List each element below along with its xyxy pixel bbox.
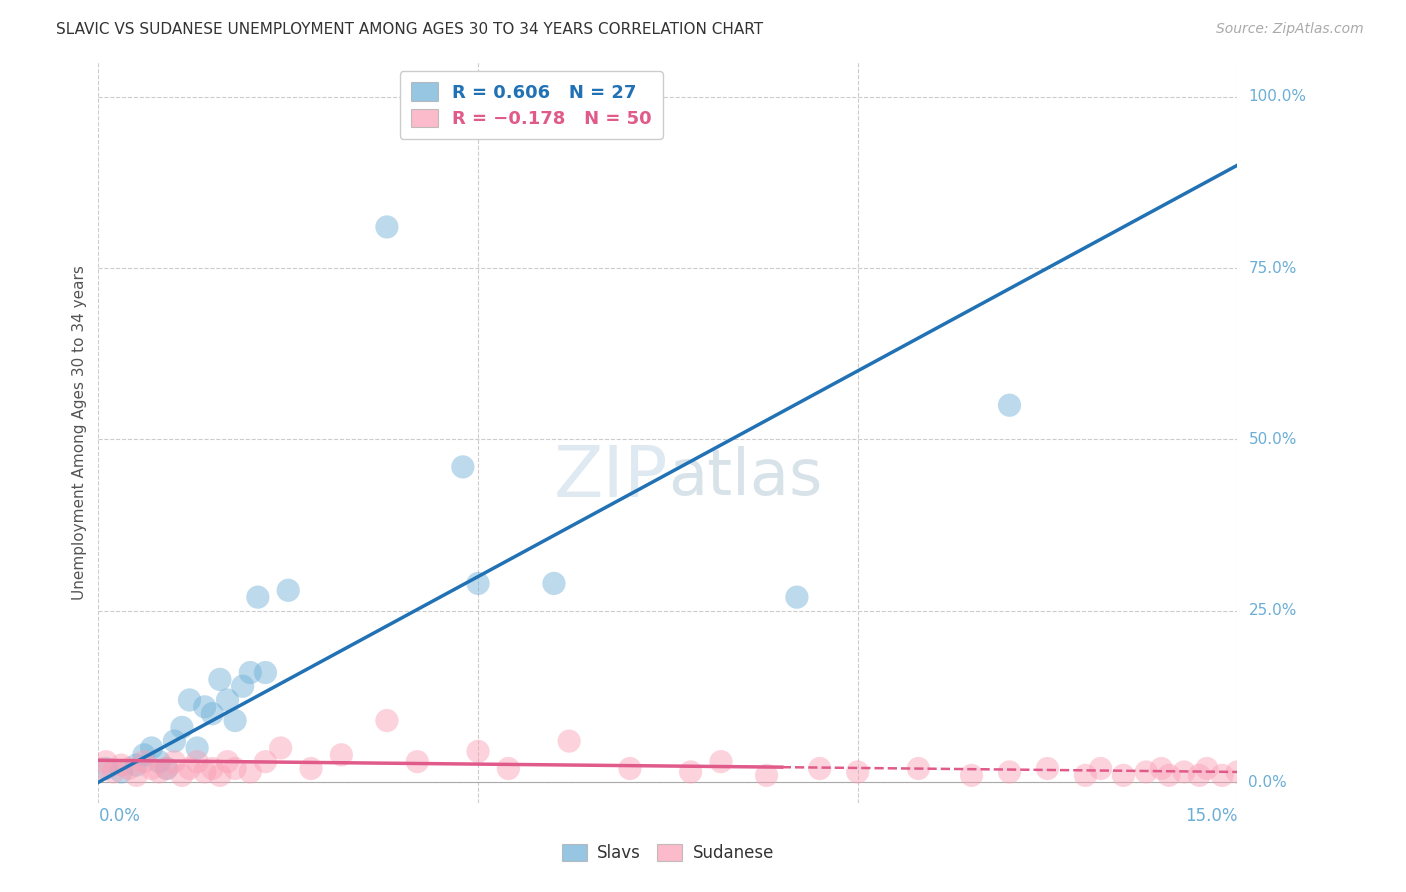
Point [179,693,201,707]
Point [1090,762,1112,776]
Point [808,762,831,776]
Point [132,755,155,769]
Point [498,762,520,776]
Point [239,665,262,680]
Point [132,747,155,762]
Point [960,768,983,782]
Text: 25.0%: 25.0% [1249,603,1296,618]
Point [224,762,246,776]
Point [277,583,299,598]
Point [679,764,702,779]
Point [467,744,489,758]
Point [998,398,1021,412]
Point [170,768,193,782]
Point [1226,764,1249,779]
Point [1173,764,1195,779]
Point [254,665,277,680]
Point [232,679,254,693]
Point [224,714,246,728]
Point [270,741,292,756]
Point [710,755,733,769]
Text: 100.0%: 100.0% [1249,89,1306,104]
Text: Source: ZipAtlas.com: Source: ZipAtlas.com [1216,22,1364,37]
Point [299,762,322,776]
Point [1150,762,1173,776]
Point [118,762,141,776]
Point [375,219,398,234]
Point [375,714,398,728]
Text: ZIP: ZIP [554,442,668,511]
Point [619,762,641,776]
Point [194,699,217,714]
Point [170,720,193,734]
Point [1036,762,1059,776]
Point [201,706,224,721]
Point [998,764,1021,779]
Point [907,762,929,776]
Point [217,693,239,707]
Point [208,768,231,782]
Point [125,768,148,782]
Point [1135,764,1157,779]
Point [1112,768,1135,782]
Point [201,762,224,776]
Point [406,755,429,769]
Point [467,576,489,591]
Point [87,762,110,776]
Text: atlas: atlas [668,446,823,508]
Legend: Slavs, Sudanese: Slavs, Sudanese [555,837,780,869]
Text: 75.0%: 75.0% [1249,260,1296,276]
Point [163,734,186,748]
Point [239,764,262,779]
Point [103,764,125,779]
Point [1188,768,1211,782]
Text: 15.0%: 15.0% [1185,807,1237,825]
Point [94,762,117,776]
Text: SLAVIC VS SUDANESE UNEMPLOYMENT AMONG AGES 30 TO 34 YEARS CORRELATION CHART: SLAVIC VS SUDANESE UNEMPLOYMENT AMONG AG… [56,22,763,37]
Point [186,741,208,756]
Point [246,590,269,604]
Point [194,764,217,779]
Y-axis label: Unemployment Among Ages 30 to 34 years: Unemployment Among Ages 30 to 34 years [72,265,87,600]
Point [330,747,353,762]
Point [110,758,132,772]
Point [254,755,277,769]
Point [110,764,132,779]
Point [1195,762,1218,776]
Point [163,755,186,769]
Text: 0.0%: 0.0% [1249,775,1286,789]
Point [1074,768,1097,782]
Point [543,576,565,591]
Point [156,762,179,776]
Point [141,762,163,776]
Text: 0.0%: 0.0% [98,807,141,825]
Point [786,590,808,604]
Point [125,758,148,772]
Point [755,768,778,782]
Point [141,741,163,756]
Point [156,762,179,776]
Point [148,755,170,769]
Text: 50.0%: 50.0% [1249,432,1296,447]
Point [94,755,117,769]
Point [148,764,170,779]
Point [451,459,474,474]
Point [846,764,869,779]
Point [1211,768,1233,782]
Point [208,673,231,687]
Point [217,755,239,769]
Point [1157,768,1180,782]
Point [558,734,581,748]
Point [186,755,208,769]
Point [179,762,201,776]
